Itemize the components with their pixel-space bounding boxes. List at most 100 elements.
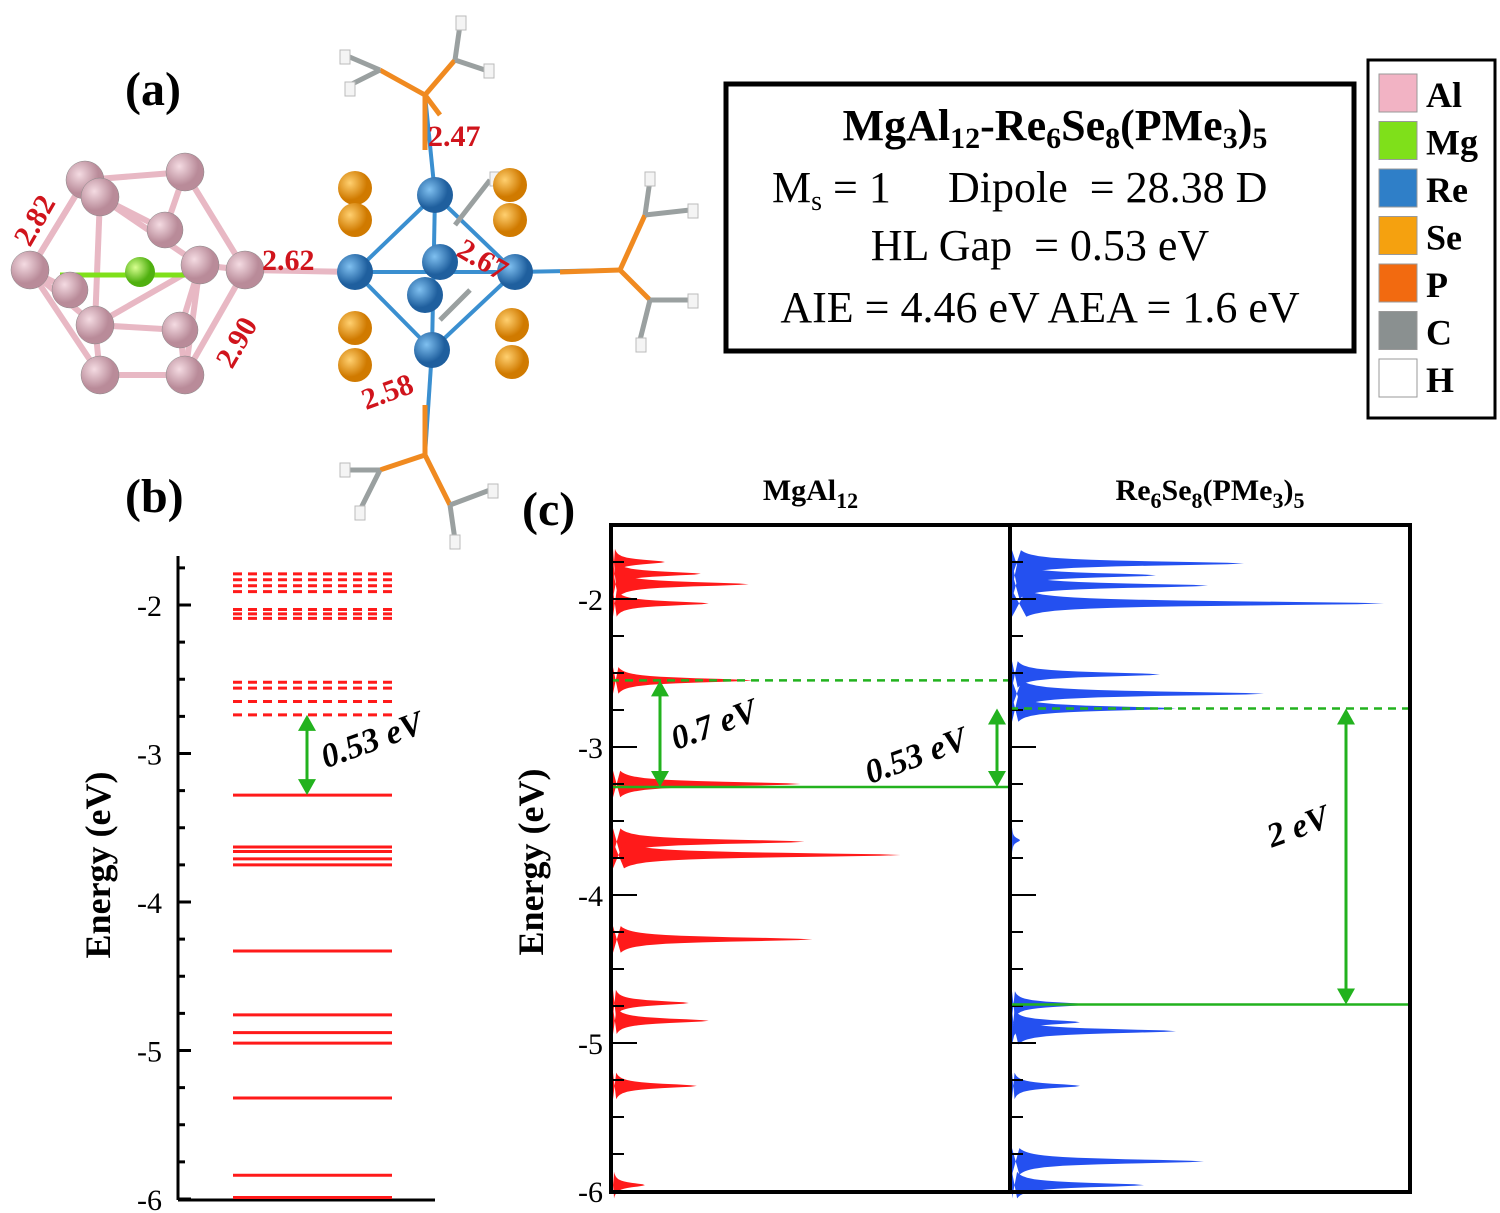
se-atoms xyxy=(338,168,529,382)
dos-peak xyxy=(1012,590,1384,617)
y-axis-label-b: Energy (eV) xyxy=(78,772,118,959)
legend-label: C xyxy=(1426,313,1452,353)
dos-peak xyxy=(1012,680,1264,708)
dos-peak xyxy=(613,1171,645,1199)
formula-text: Se xyxy=(1061,101,1105,150)
bond-length-label: 2.82 xyxy=(7,190,62,252)
panel-label-a: (a) xyxy=(125,63,181,116)
legend-label: P xyxy=(1426,265,1448,305)
gap-arrow xyxy=(298,714,316,796)
formula-text: MgAl xyxy=(763,474,836,507)
formula-text: MgAl xyxy=(843,101,951,150)
y-tick-label: -6 xyxy=(578,1176,603,1209)
dos-subplot-2 xyxy=(1010,550,1410,1199)
arrow-head-up-icon xyxy=(988,708,1006,725)
density-of-states-plot: MgAl12 Re6Se8(PMe3)5 -2 -3 -4 -5 -6 0.7 eV 0.53 … xyxy=(578,474,1412,1209)
legend-item-p: P xyxy=(1378,263,1448,305)
formula-subscript: 5 xyxy=(1293,488,1304,513)
arrow-head-down-icon xyxy=(1337,988,1355,1005)
subplot-title: MgAl12 xyxy=(763,474,858,513)
dos-subplot-1 xyxy=(611,548,1010,1199)
y-tick-label: -4 xyxy=(578,880,603,913)
legend-label: H xyxy=(1426,360,1454,400)
formula-text: ) xyxy=(1283,474,1293,507)
arrow-head-down-icon xyxy=(298,779,316,796)
legend-item-h: H xyxy=(1378,358,1454,400)
formula-text: (PMe xyxy=(1203,474,1273,507)
dos-peak xyxy=(1012,550,1244,577)
dipole-value: Dipole = 28.38 D xyxy=(948,163,1267,212)
legend-swatch xyxy=(1378,311,1418,350)
dos-peak xyxy=(613,828,805,856)
legend-label: Se xyxy=(1426,218,1462,258)
formula-subscript: 3 xyxy=(1223,122,1238,155)
dos-peak xyxy=(1012,562,1156,589)
formula-text: ) xyxy=(1238,101,1253,150)
dos-peak xyxy=(1012,661,1160,688)
gap-annotation: 0.53 eV xyxy=(860,720,974,792)
legend-item-mg: Mg xyxy=(1378,121,1478,163)
bond-length-label: 2.47 xyxy=(428,120,481,153)
hydrogen-atoms xyxy=(339,15,699,550)
ms-value: = 1 xyxy=(822,163,891,212)
legend-item-c: C xyxy=(1378,311,1452,353)
dos-peak xyxy=(613,548,665,576)
gap-arrow xyxy=(988,708,1006,787)
arrow-head-up-icon xyxy=(651,680,669,697)
y-tick-label: -3 xyxy=(578,732,603,765)
aie-aea-values: AIE = 4.46 eV AEA = 1.6 eV xyxy=(780,283,1300,332)
dos-peak xyxy=(1012,826,1020,854)
hl-gap-value: HL Gap = 0.53 eV xyxy=(871,221,1210,270)
y-tick-label: -2 xyxy=(578,584,603,617)
p-c-bonds xyxy=(378,58,652,507)
mg-atom xyxy=(125,257,155,287)
subplot-title: Re6Se8(PMe3)5 xyxy=(1116,474,1305,513)
legend-swatch xyxy=(1378,358,1418,398)
arrow-head-up-icon xyxy=(1337,708,1355,725)
dos-peak xyxy=(1012,1017,1176,1045)
legend-label: Mg xyxy=(1426,123,1478,163)
y-tick-label: -5 xyxy=(578,1028,603,1061)
dos-peak xyxy=(613,989,689,1017)
legend-label: Re xyxy=(1426,170,1468,210)
dos-peak xyxy=(613,770,801,798)
legend-item-re: Re xyxy=(1378,168,1468,210)
element-legend: Al Mg Re Se PCH xyxy=(1366,58,1497,420)
legend-swatch xyxy=(1378,216,1418,255)
panel-label-c: (c) xyxy=(522,483,575,536)
formula-text: Se xyxy=(1162,474,1192,507)
dos-peak xyxy=(613,1007,709,1035)
formula-subscript: 3 xyxy=(1272,488,1283,513)
ms-subscript: s xyxy=(811,186,822,217)
legend-label: Al xyxy=(1426,75,1462,115)
dos-peak xyxy=(1012,1171,1144,1199)
legend-swatch xyxy=(1378,168,1418,208)
bond-length-label: 2.62 xyxy=(262,244,315,277)
y-axis-label-c: Energy (eV) xyxy=(511,769,551,956)
gap-arrow xyxy=(651,680,669,787)
molecule-formula: MgAl12-Re6Se8(PMe3)5 xyxy=(843,101,1268,155)
legend-swatch xyxy=(1378,121,1418,160)
y-tick-label: -3 xyxy=(137,739,162,772)
y-tick-label: -2 xyxy=(137,590,162,623)
formula-subscript: 6 xyxy=(1151,488,1162,513)
dos-peak xyxy=(613,570,749,598)
dos-peak xyxy=(613,1072,697,1100)
molecule-structure: 2.82 2.62 2.90 2.47 2.67 2.58 xyxy=(7,15,699,550)
dos-peak xyxy=(1012,1008,1080,1036)
dos-peak xyxy=(613,560,701,588)
legend-item-al: Al xyxy=(1378,73,1462,115)
gap-arrow xyxy=(1337,708,1355,1005)
energy-level-diagram: -2-3-4-5-60.53 eV xyxy=(137,556,435,1213)
spin-multiplicity: Ms = 1 xyxy=(772,163,891,217)
gap-annotation: 0.7 eV xyxy=(666,692,764,758)
formula-text: Re xyxy=(1116,474,1151,507)
info-box: MgAl12-Re6Se8(PMe3)5 Ms = 1 Dipole = 28.… xyxy=(723,81,1357,354)
formula-subscript: 6 xyxy=(1046,122,1061,155)
ms-label: M xyxy=(772,163,811,212)
gap-annotation: 2 eV xyxy=(1261,798,1336,856)
legend-item-se: Se xyxy=(1378,216,1462,258)
y-tick-label: -6 xyxy=(137,1184,162,1213)
dos-peak xyxy=(613,841,901,869)
